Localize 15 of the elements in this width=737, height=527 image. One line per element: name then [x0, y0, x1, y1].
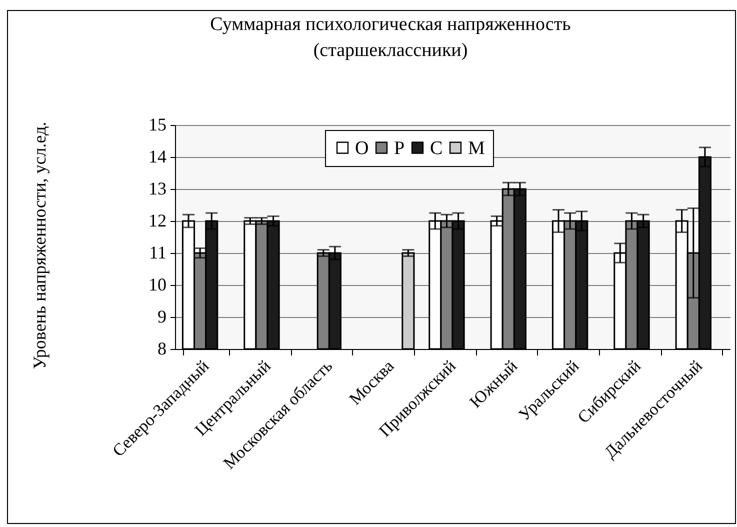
legend-label: Р: [394, 138, 405, 159]
y-tick-label: 15: [148, 114, 166, 134]
y-axis-title: Уровень напряженности, усл.ед.: [30, 122, 50, 370]
y-tick-label: 12: [148, 210, 166, 230]
legend-label: О: [355, 138, 369, 159]
legend-label: С: [430, 138, 443, 159]
y-tick-label: 10: [148, 274, 166, 294]
y-tick-label: 13: [148, 178, 166, 198]
y-tick-label: 14: [148, 146, 166, 166]
chart-title: Суммарная психологическая напряженность: [210, 14, 572, 35]
chart-subtitle: (старшеклассники): [313, 40, 468, 61]
y-tick-label: 8: [158, 338, 166, 358]
legend-label: М: [468, 138, 485, 159]
y-tick-label: 11: [149, 242, 166, 262]
y-tick-label: 9: [158, 306, 166, 326]
